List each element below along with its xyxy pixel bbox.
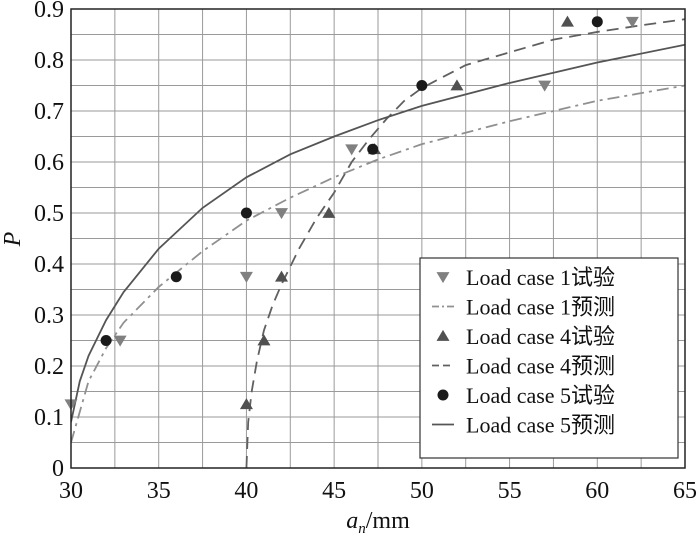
point-load-case-4 — [257, 334, 271, 346]
point-load-case-1 — [275, 208, 289, 220]
plot-frame — [70, 8, 686, 469]
legend-item: Load case 1试验 — [436, 265, 615, 290]
point-load-case-5 — [416, 80, 428, 91]
legend-item: Load case 1预测 — [432, 295, 615, 320]
x-tick-labels: 30 35 40 45 50 55 60 65 — [59, 478, 697, 504]
point-load-case-1 — [239, 271, 253, 283]
x-tick-label: 35 — [147, 478, 171, 504]
x-tick-label: 65 — [673, 478, 697, 504]
y-tick-label: 0.3 — [34, 303, 64, 329]
y-tick-label: 0.2 — [34, 354, 64, 380]
legend-item: Load case 5试验 — [437, 383, 615, 408]
x-tick-label: 30 — [59, 478, 83, 504]
legend-item: Load case 5预测 — [432, 413, 615, 438]
legend-item: Load case 4预测 — [432, 354, 615, 379]
legend-marker-swatch — [437, 389, 449, 401]
legend-label: Load case 1试验 — [466, 265, 615, 290]
point-load-case-5 — [591, 16, 603, 28]
y-tick-labels: 0 0.1 0.2 0.3 0.4 0.5 0.6 0.7 0.8 0.9 — [34, 0, 64, 482]
series-line-load-case-5 — [71, 43, 685, 423]
x-tick-label: 45 — [322, 478, 346, 504]
x-tick-label: 55 — [498, 478, 522, 504]
legend-label: Load case 5预测 — [466, 413, 615, 438]
point-load-case-4 — [322, 206, 336, 218]
legend-marker-swatch — [436, 272, 450, 284]
point-load-case-5 — [240, 207, 252, 219]
legend-label: Load case 4试验 — [466, 324, 615, 349]
point-load-case-1 — [625, 16, 639, 28]
point-load-case-1 — [345, 144, 359, 156]
legend: Load case 1试验 Load case 1预测 Load case 4试验 L… — [419, 257, 679, 459]
series-markers — [64, 15, 639, 411]
y-tick-label: 0.4 — [34, 252, 64, 278]
x-tick-label: 40 — [234, 478, 258, 504]
point-load-case-5 — [100, 335, 112, 346]
series-line-load-case-4 — [245, 18, 685, 468]
y-tick-label: 0.7 — [34, 99, 64, 125]
legend-label: Load case 5试验 — [466, 383, 615, 408]
y-tick-label: 0.8 — [34, 48, 64, 74]
x-tick-label: 60 — [585, 478, 609, 504]
point-load-case-5 — [367, 143, 379, 155]
y-tick-label: 0.5 — [34, 201, 64, 227]
point-load-case-4 — [239, 398, 253, 410]
point-load-case-1 — [538, 80, 552, 92]
legend-label: Load case 1预测 — [466, 295, 615, 320]
legend-item: Load case 4试验 — [436, 324, 615, 349]
legend-label: Load case 4预测 — [466, 354, 615, 379]
y-tick-label: 0.1 — [34, 405, 64, 431]
y-axis-title: P — [0, 231, 26, 247]
legend-marker-swatch — [436, 329, 450, 341]
point-load-case-4 — [560, 15, 574, 27]
point-load-case-4 — [450, 79, 464, 91]
point-load-case-5 — [170, 271, 182, 283]
y-tick-label: 0 — [52, 456, 64, 482]
x-axis-title: an/mm — [346, 508, 410, 535]
legend-box — [419, 257, 679, 459]
y-tick-label: 0.9 — [34, 0, 64, 23]
y-tick-label: 0.6 — [34, 150, 64, 176]
point-load-case-1 — [113, 335, 127, 347]
x-tick-label: 50 — [410, 478, 434, 504]
point-load-case-4 — [275, 270, 289, 282]
